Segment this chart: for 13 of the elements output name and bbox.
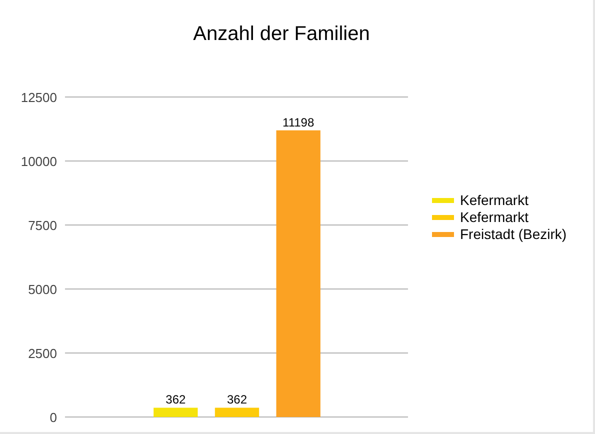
y-tick-label: 2500 [28,346,57,361]
legend-label: Kefermarkt [460,209,529,225]
y-tick-label: 5000 [28,282,57,297]
y-tick-label: 0 [50,410,57,425]
data-label: 11198 [282,115,314,130]
data-label: 362 [166,392,186,407]
y-tick-label: 10000 [20,154,57,169]
y-tick-label: 12500 [20,90,57,105]
legend-label: Freistadt (Bezirk) [460,226,567,242]
chart-title: Anzahl der Familien [193,23,370,45]
y-tick-label: 7500 [28,218,57,233]
legend-label: Kefermarkt [460,192,529,208]
data-label: 362 [226,392,248,407]
